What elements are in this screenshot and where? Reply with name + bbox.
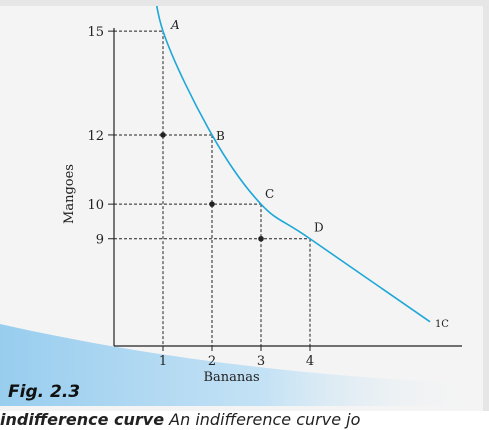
body-text-fragment: indifference curve An indifference curve…	[0, 411, 489, 430]
interior-point-1	[160, 132, 166, 138]
x-axis-label: Bananas	[203, 370, 259, 385]
interior-point-2	[209, 201, 215, 207]
body-text-rest: An indifference curve jo	[164, 411, 360, 429]
x-tick-label-4: 4	[306, 354, 314, 369]
point-label-D: D	[314, 221, 324, 235]
x-tick-label-1: 1	[159, 354, 167, 369]
x-tick-label-3: 3	[257, 354, 265, 369]
x-tick-label-2: 2	[208, 354, 216, 369]
y-tick-label-15: 15	[87, 25, 104, 40]
body-text-term: indifference curve	[0, 411, 164, 429]
point-label-A: A	[170, 18, 180, 32]
point-label-C: C	[265, 187, 274, 201]
y-tick-label-10: 10	[87, 198, 104, 213]
curve-label: 1C	[435, 319, 449, 330]
y-axis-label: Mangoes	[62, 164, 77, 224]
indifference-curve	[151, 6, 430, 322]
interior-point-3	[258, 236, 264, 242]
point-label-B: B	[216, 129, 225, 143]
figure-caption: Fig. 2.3	[8, 382, 80, 402]
y-tick-label-12: 12	[87, 129, 104, 144]
y-tick-label-9: 9	[96, 233, 104, 248]
